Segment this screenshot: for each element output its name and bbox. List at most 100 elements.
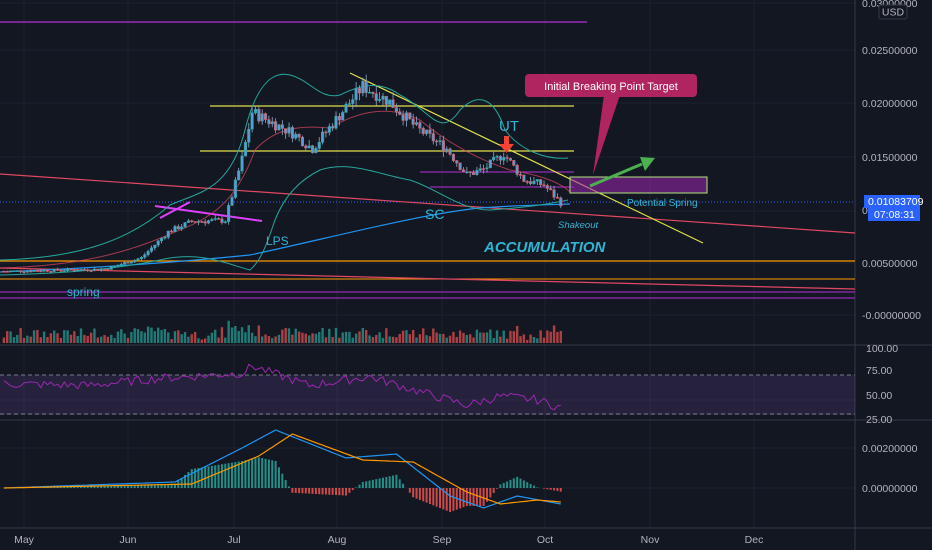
volume-bar (247, 325, 250, 343)
macd-bar (167, 483, 170, 488)
volume-bar (210, 332, 214, 343)
macd-bar (385, 476, 388, 488)
volume-bar (73, 331, 76, 343)
candle-body (203, 221, 207, 224)
candle-body (89, 270, 93, 272)
candle-body (52, 268, 56, 272)
macd-bar (439, 488, 441, 509)
volume-bar (214, 329, 217, 343)
candle-body (508, 158, 513, 161)
volume-bar (321, 327, 324, 343)
candle-body (428, 129, 432, 134)
macd-bar (395, 474, 398, 488)
candle-body (482, 168, 486, 170)
volume-bar (556, 331, 559, 343)
rsi-axis[interactable]: 100.00 75.00 50.00 25.00 (866, 343, 898, 426)
ut-label: UT (499, 118, 519, 135)
candle-body (22, 271, 26, 274)
candle-body (398, 111, 402, 115)
volume-bar (96, 337, 100, 343)
candle-body (116, 264, 120, 267)
candle-body (321, 131, 325, 143)
candle-body (381, 95, 385, 100)
volume-bar (29, 336, 32, 343)
candle-body (277, 124, 281, 131)
macd-bar (247, 459, 250, 488)
volume-bar (79, 328, 83, 343)
rsi-tick: 75.00 (866, 365, 892, 377)
candle-body (304, 145, 308, 149)
macd-bar (153, 484, 156, 488)
candle-body (123, 262, 127, 265)
macd-bar (217, 464, 220, 488)
macd-bar (449, 488, 452, 513)
sc-label: SC (425, 206, 444, 222)
volume-bar (438, 333, 442, 343)
volume-bar (200, 339, 204, 343)
volume-bar (388, 336, 391, 343)
volume-bar (2, 337, 6, 343)
candle-body (250, 112, 254, 130)
volume-bar (240, 327, 244, 343)
candle-body (92, 268, 97, 272)
macd-bar (506, 481, 509, 488)
macd-bar (408, 488, 411, 493)
macd-bar (113, 485, 116, 488)
candle-body (290, 127, 294, 139)
volume-bar (512, 331, 516, 343)
volume-bar (398, 333, 401, 343)
current-price-tag: 0.01083709 07:08:31 (864, 195, 924, 221)
volume-bar (331, 337, 334, 343)
volume-bar (479, 332, 482, 343)
macd-bar (284, 480, 287, 488)
spring-label: spring (67, 285, 100, 299)
macd-bar (355, 487, 358, 488)
candle-body (535, 179, 539, 182)
signal-line (3, 433, 561, 505)
candle-body (59, 270, 63, 272)
candle-body (465, 171, 469, 173)
macd-bar (435, 488, 438, 507)
macd-bar (328, 488, 331, 495)
candle-body (388, 99, 392, 105)
candle-body (19, 270, 23, 273)
target-callout[interactable]: Initial Breaking Point Target (525, 74, 697, 175)
candle-body (300, 136, 305, 147)
macd-bar (422, 488, 425, 502)
macd-bar (509, 479, 512, 488)
currency-badge[interactable]: USD (878, 4, 908, 20)
volume-bar (418, 334, 422, 343)
macd-axis[interactable]: 0.00200000 0.00000000 (862, 443, 918, 495)
volume-bar (217, 337, 220, 343)
macd-bar (90, 485, 93, 488)
macd-bar (271, 460, 274, 488)
candle-body (394, 107, 398, 112)
volume-bar (156, 327, 160, 343)
time-axis[interactable]: May Jun Jul Aug Sep Oct Nov Dec (14, 534, 763, 546)
volume-bar (177, 330, 180, 343)
volume-bar (163, 329, 167, 343)
candle-body (515, 165, 519, 175)
macd-bar (402, 483, 405, 488)
macd-bar (311, 488, 314, 494)
volume-bar (190, 334, 193, 343)
candlestick-series (2, 74, 563, 274)
rsi-tick: 100.00 (866, 343, 898, 355)
volume-bar (505, 338, 509, 343)
volume-bar (136, 329, 140, 343)
candle-body (5, 271, 9, 273)
macd-bar (556, 488, 559, 492)
candle-body (146, 251, 150, 255)
macd-bar (264, 458, 267, 488)
candle-body (156, 240, 160, 246)
time-label: Dec (745, 534, 764, 546)
volume-bar (110, 334, 113, 343)
macd-bar (351, 488, 354, 491)
candle-body (190, 220, 194, 222)
candle-body (106, 269, 110, 271)
price-tick: -0.00000000 (862, 310, 921, 322)
macd-bar (184, 474, 187, 488)
candle-body (9, 270, 13, 273)
